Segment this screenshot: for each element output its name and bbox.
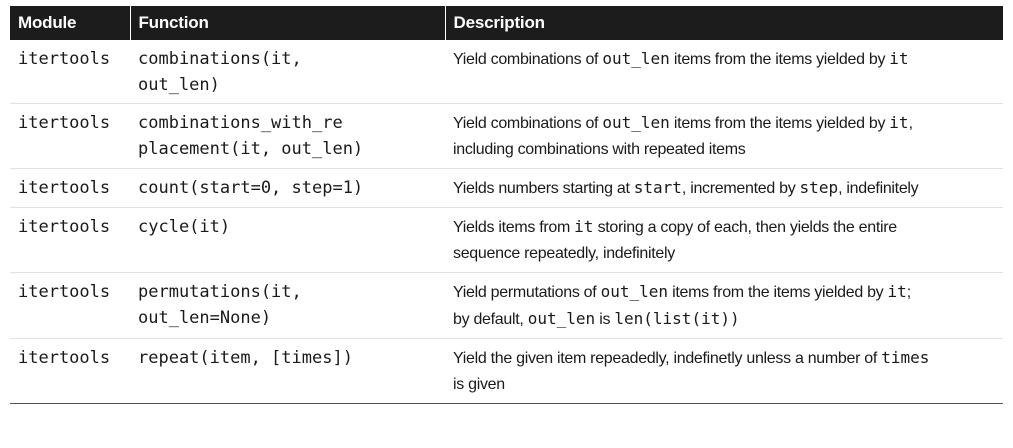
header-description: Description (444, 6, 1003, 40)
function-cell: combinations_with_re placement(it, out_l… (130, 103, 445, 169)
table-row: itertools cycle(it) Yields items from it s… (10, 207, 1003, 273)
code-term: step (799, 178, 839, 197)
code-term: it (887, 282, 907, 301)
code-term: it (889, 113, 909, 132)
description-cell: Yield combinations of out_len items from… (445, 40, 1003, 104)
table-row: itertools permutations(it, out_len=None) Y… (10, 272, 1003, 339)
description-text: items from the items yielded by (669, 51, 890, 68)
module-cell: itertools (10, 168, 130, 208)
description-text: Yields items from (453, 219, 575, 236)
table-row: itertools combinations_with_re placement(… (10, 103, 1003, 169)
description-text: Yield the given item repeadedly, indefin… (453, 350, 882, 367)
module-cell: itertools (10, 272, 130, 339)
description-cell: Yield combinations of out_len items from… (445, 103, 1003, 169)
module-cell: itertools (10, 207, 130, 273)
description-text: sequence repeatedly, indefinitely (453, 245, 675, 262)
header-row: Module Function Description (10, 6, 1003, 40)
description-text: ; (906, 284, 911, 301)
header-module: Module (10, 6, 130, 40)
code-term: out_len (600, 282, 668, 301)
itertools-function-table: Module Function Description itertools com… (10, 6, 1003, 404)
description-text: storing a copy of each, then yields the … (593, 219, 898, 236)
function-cell: repeat(item, [times]) (130, 338, 445, 404)
code-term: out_len (602, 113, 670, 132)
table-row: itertools combinations(it, out_len) Yield … (10, 40, 1003, 104)
function-cell: combinations(it, out_len) (138, 49, 302, 95)
table-row: itertools count(start=0, step=1) Yields nu… (10, 168, 1003, 208)
code-term: start (633, 178, 682, 197)
header-function: Function (129, 6, 445, 40)
description-text: , indefinitely (838, 180, 919, 197)
code-term: times (881, 348, 930, 367)
description-text: Yields numbers starting at (453, 180, 634, 197)
description-text: items from the items yielded by (669, 115, 890, 132)
code-term: it (889, 49, 909, 68)
module-cell: itertools (18, 49, 111, 69)
description-cell: Yield permutations of out_len items from… (445, 272, 1003, 339)
code-term: len(list(it)) (614, 309, 740, 328)
code-term: out_len (527, 309, 596, 328)
module-cell: itertools (10, 338, 130, 404)
description-text: is (595, 311, 615, 328)
description-text: , (908, 115, 913, 132)
description-cell: Yields items from it storing a copy of e… (445, 207, 1003, 273)
description-cell: Yield the given item repeadedly, indefin… (445, 338, 1003, 404)
description-text: Yield permutations of (453, 284, 601, 301)
function-cell: permutations(it, out_len=None) (130, 272, 445, 339)
table-header: Module Function Description (10, 6, 1003, 40)
module-cell: itertools (10, 103, 130, 169)
function-cell: cycle(it) (130, 207, 445, 273)
table-row: itertools repeat(item, [times]) Yield the … (10, 338, 1003, 404)
description-text: including combinations with repeated ite… (453, 141, 746, 158)
description-text: by default, (453, 311, 528, 328)
description-text: items from the items yielded by (668, 284, 888, 301)
code-term: out_len (602, 49, 670, 68)
description-text: , incremented by (681, 180, 800, 197)
code-term: it (574, 217, 594, 236)
description-text: Yield combinations of (453, 115, 603, 132)
table-body: itertools combinations(it, out_len) Yield … (10, 40, 1003, 404)
description-text: is given (453, 376, 505, 393)
function-cell: count(start=0, step=1) (130, 168, 445, 208)
description-text: Yield combinations of (453, 51, 603, 68)
description-cell: Yields numbers starting at start, increm… (445, 168, 1003, 208)
